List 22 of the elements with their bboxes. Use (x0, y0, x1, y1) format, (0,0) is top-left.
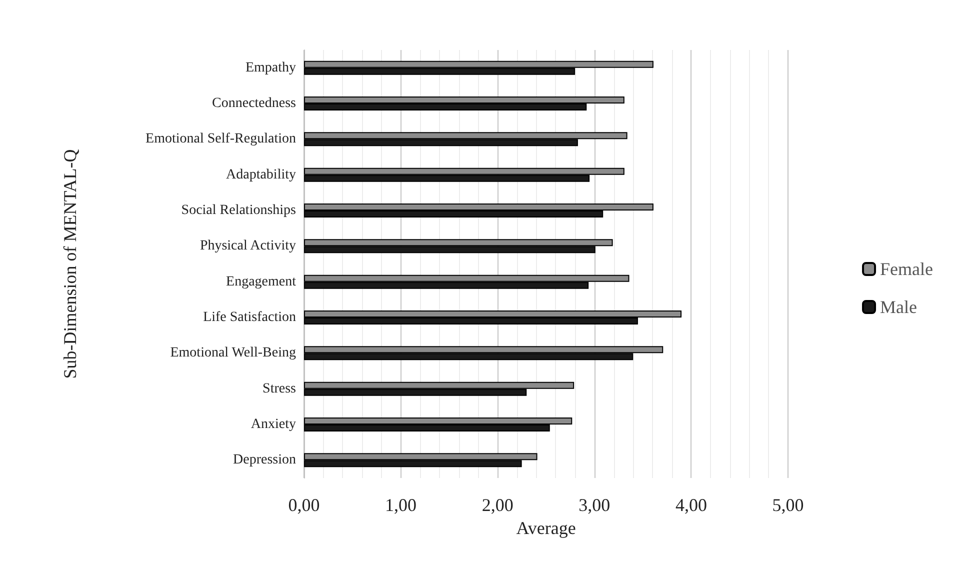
y-tick-label: Engagement (226, 274, 296, 290)
x-tick-label: 5,00 (772, 495, 804, 515)
y-tick-label: Physical Activity (200, 238, 296, 254)
y-tick-label: Adaptability (226, 167, 296, 182)
y-tick-label: Connectedness (212, 96, 296, 111)
y-tick-label: Life Satisfaction (203, 310, 296, 325)
y-tick-label: Anxiety (250, 417, 296, 432)
y-axis-title: Sub-Dimension of MENTAL-Q (60, 149, 80, 379)
y-tick-label: Emotional Well-Being (170, 346, 296, 361)
y-tick-label: Empathy (245, 60, 296, 76)
x-tick-label: 4,00 (675, 495, 707, 515)
legend-label: Male (880, 297, 918, 317)
legend-label: Female (880, 259, 934, 279)
x-axis-title: Average (516, 518, 576, 538)
y-tick-label: Depression (233, 452, 296, 468)
y-tick-label: Stress (262, 381, 296, 396)
x-tick-label: 3,00 (578, 495, 610, 515)
x-tick-label: 1,00 (385, 495, 417, 515)
y-tick-label: Emotional Self-Regulation (146, 132, 296, 147)
x-tick-label: 2,00 (482, 495, 514, 515)
y-tick-label: Social Relationships (181, 203, 296, 218)
x-tick-label: 0,00 (288, 495, 320, 515)
